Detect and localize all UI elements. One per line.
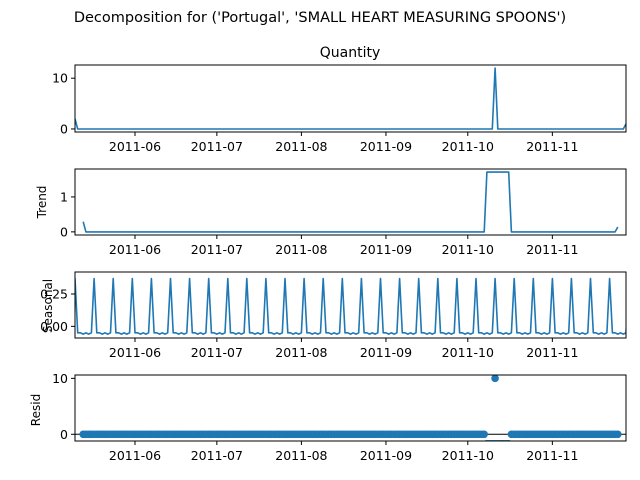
resid-point <box>491 375 499 383</box>
xtick-label-observed: 2011-08 <box>275 139 327 154</box>
axes-frame-trend <box>74 168 627 236</box>
data-group-observed <box>75 67 626 130</box>
xtick-label-trend: 2011-07 <box>191 242 243 257</box>
xtick-label-trend: 2011-10 <box>442 242 494 257</box>
series-line-observed <box>75 67 626 130</box>
ytick-label-resid: 10 <box>52 371 68 386</box>
xtick-label-resid: 2011-11 <box>526 448 578 463</box>
resid-point <box>614 430 622 439</box>
ytick-label-observed: 10 <box>52 71 68 86</box>
ytick-label-seasonal: 0.25 <box>40 287 68 302</box>
xtick-label-seasonal: 2011-09 <box>360 345 412 360</box>
xtick-label-observed: 2011-06 <box>109 139 161 154</box>
xtick-label-observed: 2011-09 <box>360 139 412 154</box>
xtick-label-observed: 2011-10 <box>442 139 494 154</box>
ytick-label-seasonal: 0.00 <box>40 319 68 334</box>
xtick-label-seasonal: 2011-11 <box>526 345 578 360</box>
xtick-label-trend: 2011-06 <box>109 242 161 257</box>
xtick-label-resid: 2011-06 <box>109 448 161 463</box>
resid-point <box>480 430 488 439</box>
xtick-label-observed: 2011-07 <box>191 139 243 154</box>
xtick-label-resid: 2011-09 <box>360 448 412 463</box>
panel-resid: Resid 0 10 2011-06 2011-07 2011-08 2011-09 201… <box>29 371 627 463</box>
xtick-label-trend: 2011-09 <box>360 242 412 257</box>
ytick-label-resid: 0 <box>60 427 68 442</box>
ytick-label-trend: 1 <box>60 189 68 204</box>
xtick-label-resid: 2011-08 <box>275 448 327 463</box>
ylabel-resid: Resid <box>29 394 43 426</box>
data-group-trend <box>82 171 619 233</box>
data-group-seasonal <box>75 277 626 335</box>
ylabel-trend: Trend <box>35 186 49 220</box>
xtick-label-seasonal: 2011-08 <box>275 345 327 360</box>
panel-observed: Quantity 0 10 2011-06 2011-07 2011-08 2011-09… <box>52 45 627 154</box>
xtick-label-seasonal: 2011-10 <box>442 345 494 360</box>
xtick-label-resid: 2011-10 <box>442 448 494 463</box>
axes-frame-resid <box>74 374 627 442</box>
data-group-resid <box>75 375 626 441</box>
xtick-label-seasonal: 2011-07 <box>191 345 243 360</box>
xtick-label-seasonal: 2011-06 <box>109 345 161 360</box>
ytick-label-observed: 0 <box>60 121 68 136</box>
xtick-label-observed: 2011-11 <box>526 139 578 154</box>
panel-title-observed: Quantity <box>320 45 381 61</box>
series-line-seasonal <box>75 277 626 335</box>
ytick-label-trend: 0 <box>60 224 68 239</box>
panel-trend: Trend 0 1 2011-06 2011-07 2011-08 2011-09 2011… <box>35 168 627 257</box>
xtick-label-resid: 2011-07 <box>191 448 243 463</box>
ylabel-seasonal: Seasonal <box>41 279 55 333</box>
series-line-trend <box>82 171 619 233</box>
xtick-label-trend: 2011-11 <box>526 242 578 257</box>
axes-frame-seasonal <box>74 271 627 339</box>
xtick-label-trend: 2011-08 <box>275 242 327 257</box>
figure-title: Decomposition for ('Portugal', 'SMALL HE… <box>74 10 566 26</box>
panel-seasonal: Seasonal 0.00 0.25 2011-06 2011-07 2011-08 20… <box>40 271 627 360</box>
axes-frame-observed <box>74 64 627 133</box>
